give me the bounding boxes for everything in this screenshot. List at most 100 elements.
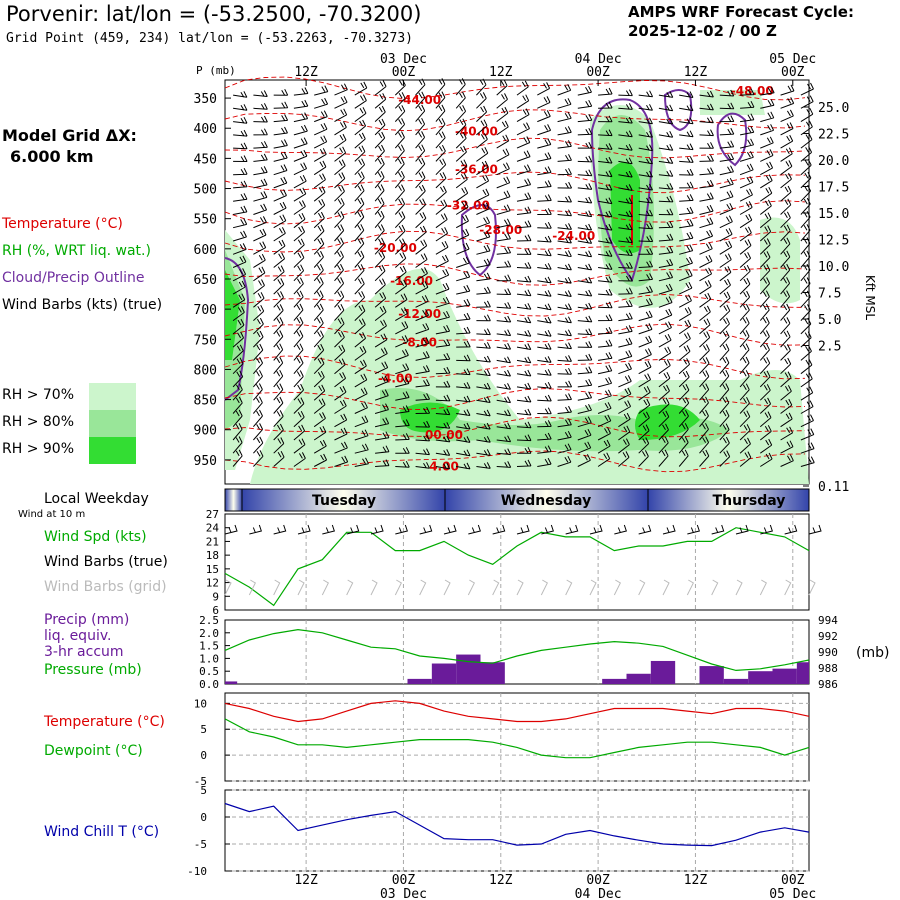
- wind-barb: [699, 116, 714, 124]
- wind-barb: [232, 255, 247, 268]
- wind-barb: [537, 138, 552, 149]
- wind-barb-grid: [370, 579, 378, 596]
- wind-barb: [577, 141, 593, 149]
- wind-barb: [638, 117, 653, 125]
- wind-barb: [253, 141, 268, 149]
- wind-barb: [374, 144, 385, 162]
- wind-barb: [739, 370, 750, 388]
- wind-barb: [233, 129, 248, 137]
- wind-barb: [354, 304, 366, 321]
- wind-barb: [557, 393, 572, 401]
- wind-barb: [760, 124, 775, 136]
- wind-barb: [658, 449, 669, 467]
- wind-barb: [598, 170, 613, 178]
- wind-barb: [658, 91, 674, 98]
- wind-barb: [516, 108, 530, 123]
- wind-barb-grid: [662, 579, 670, 596]
- height-tick: 10.0: [818, 260, 849, 275]
- wind-barb: [435, 422, 451, 429]
- wind-barb: [658, 233, 674, 242]
- wind-barb: [496, 204, 511, 215]
- wind-barb: [476, 355, 491, 363]
- pressure-tick: 350: [194, 92, 217, 107]
- wind-barb: [394, 118, 406, 136]
- wind-barb: [233, 104, 248, 111]
- wind-barb: [334, 172, 346, 189]
- wind-barb: [658, 104, 674, 112]
- wind-barb: [415, 323, 430, 335]
- wind-barb: [557, 140, 572, 149]
- wind-speed-tick: 9: [212, 590, 219, 603]
- wind-barb: [354, 291, 366, 308]
- wind-barb: [253, 436, 264, 454]
- wind-barb: [658, 296, 673, 308]
- wind-barb: [354, 332, 367, 348]
- wind-barb: [678, 423, 689, 441]
- rh-90-label: RH > 90%: [2, 441, 75, 457]
- precip-tick: 0.0: [199, 678, 219, 691]
- wind-barb: [719, 383, 730, 401]
- wind-barb: [476, 105, 488, 122]
- wind-barb: [456, 256, 470, 268]
- wind-barb: [658, 308, 673, 322]
- wind-barb: [334, 317, 345, 335]
- precip-bar: [225, 681, 238, 684]
- wind-barb: [476, 174, 490, 189]
- top-time-tick: 12Z: [684, 65, 708, 80]
- wind-barb: [516, 303, 532, 310]
- wind-barb: [313, 316, 324, 335]
- wind-barb: [760, 438, 773, 454]
- wind-barb: [739, 201, 753, 215]
- wind-barb: [313, 277, 324, 295]
- wind-barb: [496, 134, 510, 149]
- pressure-tick: 900: [194, 424, 217, 439]
- wind-barb: [618, 184, 633, 191]
- wind-barb: [394, 197, 406, 215]
- wind-barb: [516, 262, 532, 269]
- wind-barb: [557, 126, 572, 136]
- wind-barb: [232, 436, 243, 454]
- wind-barb: [293, 264, 305, 282]
- wind-barb: [374, 403, 389, 414]
- wind-barb: [273, 369, 284, 388]
- wind-barb-legend: Wind Barbs (kts) (true): [2, 297, 163, 313]
- wind-barb: [293, 370, 304, 388]
- wind-barb: [232, 318, 245, 335]
- wind-barb: [435, 172, 447, 189]
- pressure-axis-label: P (mb): [196, 64, 236, 77]
- wind-barb: [557, 316, 572, 324]
- wind-barb: [415, 104, 426, 122]
- wind-barb: [598, 250, 613, 257]
- wind-barb: [678, 449, 689, 467]
- precip-bar: [748, 671, 773, 684]
- isotherm-line: [224, 294, 806, 317]
- wind-barb: [293, 356, 304, 375]
- bottom-time-tick: 12Z: [684, 873, 708, 888]
- wind-barb: [314, 97, 329, 109]
- temperature-line: [224, 700, 810, 723]
- wind-barb: [232, 243, 247, 255]
- wind-barb: [557, 303, 572, 311]
- wind-barb: [679, 269, 693, 282]
- wind-barb: [760, 186, 773, 202]
- wind-barb: [800, 250, 811, 268]
- wind-barb: [476, 314, 491, 322]
- wind-barb: [537, 356, 552, 363]
- wind-barb: [476, 216, 491, 229]
- wind-barb: [516, 356, 532, 364]
- wind-barb: [618, 249, 633, 256]
- wind-barb: [374, 80, 387, 96]
- wind-barb: [233, 193, 248, 202]
- grid-spacing-label: Model Grid ΔX:: [2, 126, 137, 145]
- wind-barb-true: [297, 524, 311, 535]
- wind-barb: [313, 398, 326, 414]
- wind-barb: [253, 317, 264, 335]
- wind-barb: [374, 319, 387, 335]
- wind-barb: [719, 140, 735, 149]
- wind-barb: [679, 181, 694, 189]
- temperature-legend: Temperature (°C): [2, 216, 123, 232]
- wind-barb: [759, 251, 771, 268]
- height-tick: 15.0: [818, 207, 849, 222]
- wind-barb: [334, 413, 348, 428]
- wind-barb: [516, 421, 532, 429]
